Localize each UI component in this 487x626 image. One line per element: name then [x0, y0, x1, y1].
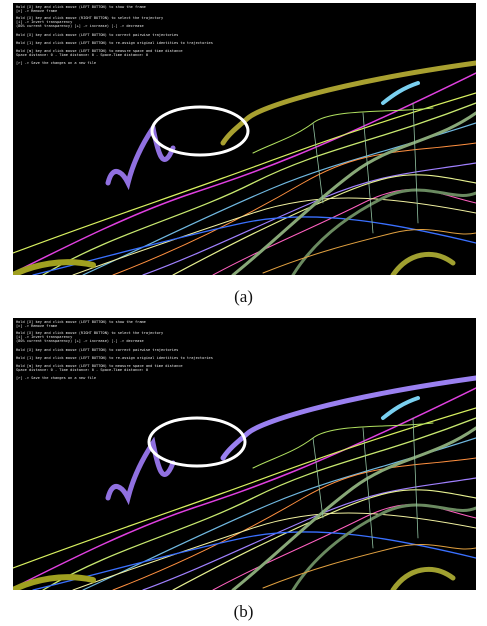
- caption: (b): [0, 602, 487, 622]
- instruction-text: (80% current transparency) [+] -> increa…: [16, 24, 144, 28]
- screenshot-b: Hold [X] key and click mouse (LEFT BUTTO…: [13, 318, 476, 590]
- screenshot-a: Hold [X] key and click mouse (LEFT BUTTO…: [13, 3, 476, 275]
- instruction-text: Space distance: 0 - Time distance: 0 - S…: [16, 53, 148, 57]
- instruction-text: Hold [1] key and click mouse (LEFT BUTTO…: [16, 41, 213, 45]
- instruction-text: Hold [X] key and click mouse (LEFT BUTTO…: [16, 348, 178, 352]
- instruction-text: [c] -> Remove frame: [16, 324, 57, 328]
- caption: (a): [0, 287, 487, 307]
- selected-trajectory: [223, 63, 476, 143]
- highlight-ellipse: [149, 418, 245, 466]
- instruction-text: Space distance: 0 - Time distance: 0 - S…: [16, 368, 148, 372]
- selected-trajectory: [223, 378, 476, 458]
- instruction-text: [r] -> Save the changes on a new file: [16, 376, 96, 380]
- instruction-text: [c] -> Remove frame: [16, 9, 57, 13]
- instruction-text: [r] -> Save the changes on a new file: [16, 61, 96, 65]
- instruction-text: (80% current transparency) [+] -> increa…: [16, 339, 144, 343]
- instruction-text: Hold [1] key and click mouse (LEFT BUTTO…: [16, 356, 213, 360]
- instruction-text: Hold [X] key and click mouse (LEFT BUTTO…: [16, 33, 178, 37]
- page: Hold [X] key and click mouse (LEFT BUTTO…: [0, 0, 487, 626]
